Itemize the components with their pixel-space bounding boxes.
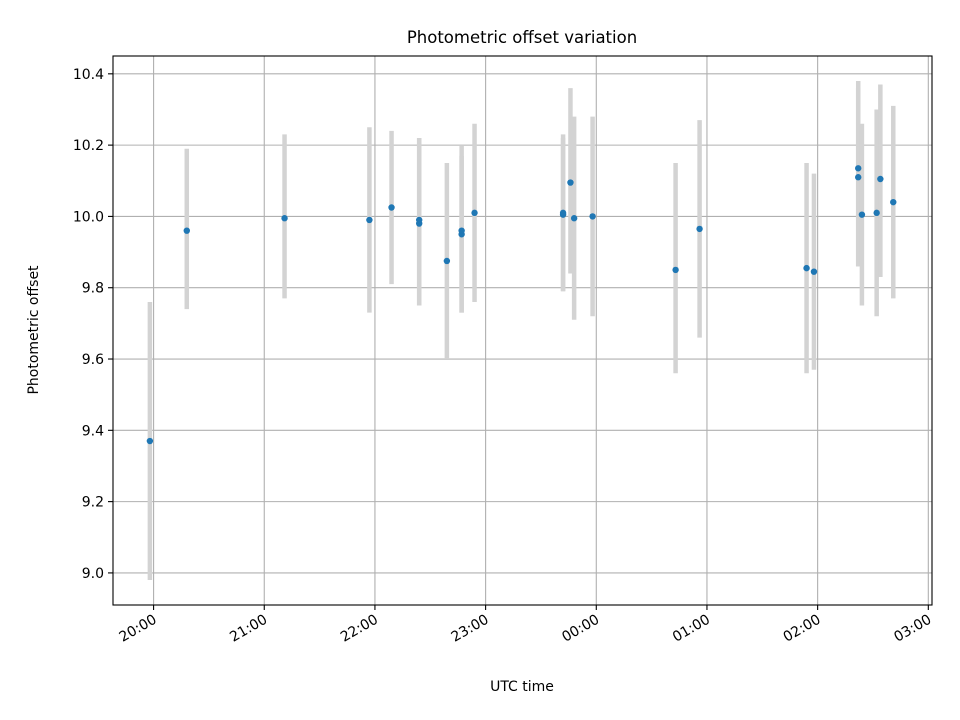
- data-point: [388, 204, 395, 211]
- data-point: [570, 215, 578, 222]
- chart-title: Photometric offset variation: [407, 28, 637, 47]
- data-point: [589, 213, 596, 220]
- data-point: [810, 268, 818, 275]
- data-point: [858, 211, 866, 218]
- data-point: [696, 225, 703, 233]
- y-tick-label: 9.6: [82, 352, 104, 368]
- y-tick-label: 9.2: [82, 495, 104, 511]
- data-point: [471, 209, 478, 217]
- data-point: [458, 227, 465, 234]
- data-point: [183, 227, 190, 234]
- data-point: [416, 216, 423, 224]
- data-point: [803, 264, 810, 272]
- data-point: [855, 174, 862, 181]
- data-point: [281, 215, 288, 222]
- data-point: [366, 216, 373, 224]
- y-tick-label: 10.0: [73, 209, 104, 225]
- data-point: [559, 209, 567, 217]
- y-tick-label: 9.4: [82, 423, 104, 439]
- y-tick-label: 10.4: [73, 67, 104, 83]
- data-markers: [146, 165, 897, 445]
- y-tick-label: 10.2: [73, 138, 104, 154]
- data-point: [146, 437, 154, 445]
- data-point: [567, 179, 574, 186]
- y-axis: 9.0 9.2 9.4 9.6 9.8 10.0 10.2 10.4: [73, 67, 113, 582]
- data-point: [890, 198, 897, 206]
- data-point: [443, 257, 451, 265]
- y-tick-label: 9.0: [82, 566, 104, 582]
- y-axis-label: Photometric offset: [26, 265, 42, 395]
- grid: [113, 56, 932, 605]
- y-tick-label: 9.8: [82, 281, 104, 297]
- data-point: [877, 175, 884, 183]
- data-point: [855, 165, 862, 172]
- data-point: [672, 266, 679, 274]
- data-point: [873, 209, 880, 217]
- plot-frame: [112, 55, 933, 606]
- x-axis-label: UTC time: [490, 679, 554, 695]
